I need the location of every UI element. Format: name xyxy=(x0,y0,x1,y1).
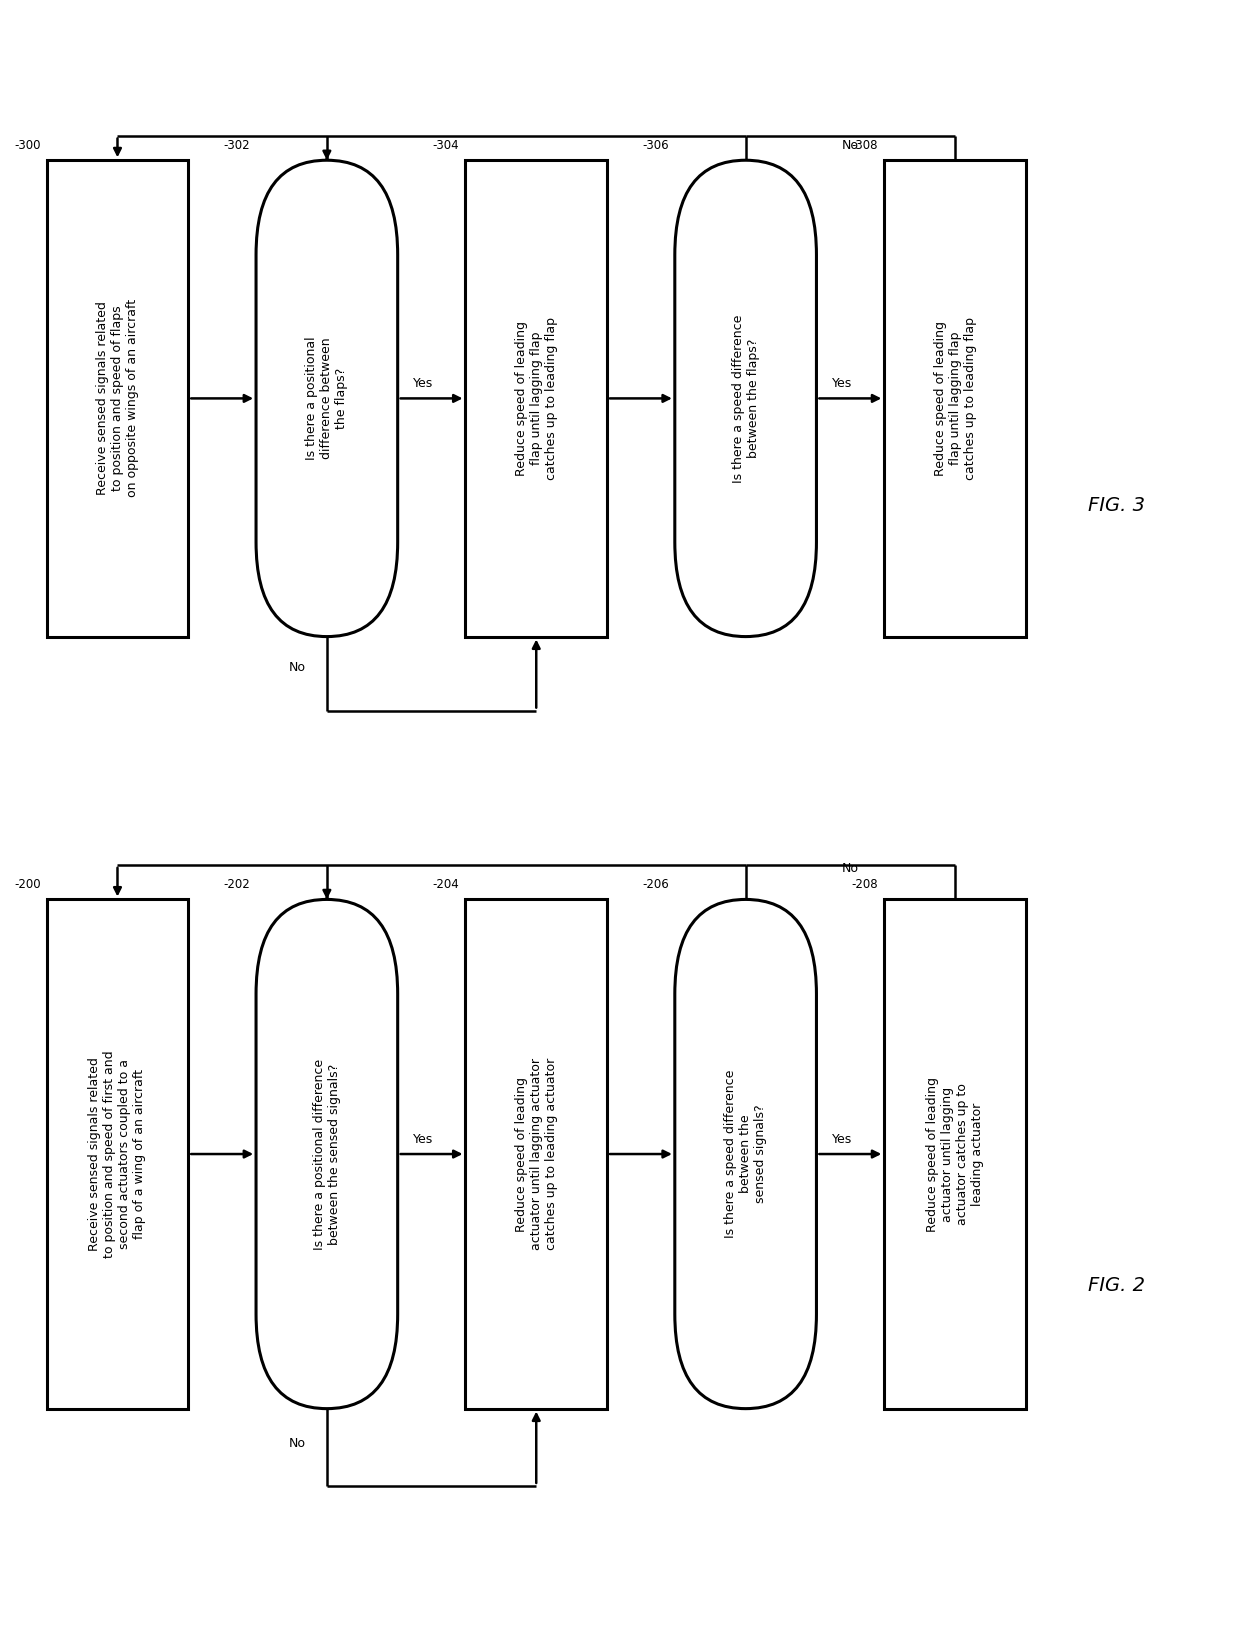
Text: Is there a positional difference
between the sensed signals?: Is there a positional difference between… xyxy=(312,1058,341,1250)
Text: No: No xyxy=(289,1436,306,1450)
Text: No: No xyxy=(842,139,858,152)
Text: -304: -304 xyxy=(433,139,459,152)
FancyBboxPatch shape xyxy=(47,900,188,1408)
Text: Reduce speed of leading
flap until lagging flap
catches up to leading flap: Reduce speed of leading flap until laggi… xyxy=(515,317,558,480)
FancyBboxPatch shape xyxy=(255,900,398,1408)
Text: -302: -302 xyxy=(223,139,250,152)
Text: -300: -300 xyxy=(14,139,41,152)
FancyBboxPatch shape xyxy=(884,160,1025,637)
Text: Receive sensed signals related
to position and speed of first and
second actuato: Receive sensed signals related to positi… xyxy=(88,1050,146,1258)
Text: Is there a positional
difference between
the flaps?: Is there a positional difference between… xyxy=(305,337,348,461)
FancyBboxPatch shape xyxy=(675,160,816,637)
Text: No: No xyxy=(842,862,858,875)
Text: -204: -204 xyxy=(433,878,459,892)
Text: -208: -208 xyxy=(852,878,878,892)
Text: Is there a speed difference
between the
sensed signals?: Is there a speed difference between the … xyxy=(724,1070,768,1238)
FancyBboxPatch shape xyxy=(255,160,398,637)
FancyBboxPatch shape xyxy=(465,160,608,637)
FancyBboxPatch shape xyxy=(465,900,608,1408)
FancyBboxPatch shape xyxy=(884,900,1025,1408)
Text: -200: -200 xyxy=(14,878,41,892)
Text: FIG. 2: FIG. 2 xyxy=(1087,1276,1145,1294)
Text: No: No xyxy=(289,662,306,674)
Text: Yes: Yes xyxy=(832,1133,852,1146)
Text: -308: -308 xyxy=(852,139,878,152)
Text: Yes: Yes xyxy=(413,1133,433,1146)
Text: Yes: Yes xyxy=(832,376,852,390)
FancyBboxPatch shape xyxy=(675,900,816,1408)
Text: Receive sensed signals related
to position and speed of flaps
on opposite wings : Receive sensed signals related to positi… xyxy=(95,299,139,497)
Text: Is there a speed difference
between the flaps?: Is there a speed difference between the … xyxy=(732,314,760,482)
Text: -202: -202 xyxy=(223,878,250,892)
Text: -206: -206 xyxy=(642,878,668,892)
Text: Reduce speed of leading
flap until lagging flap
catches up to leading flap: Reduce speed of leading flap until laggi… xyxy=(934,317,977,480)
Text: FIG. 3: FIG. 3 xyxy=(1087,495,1145,515)
Text: Reduce speed of leading
actuator until lagging
actuator catches up to
leading ac: Reduce speed of leading actuator until l… xyxy=(926,1076,985,1232)
Text: Reduce speed of leading
actuator until lagging actuator
catches up to leading ac: Reduce speed of leading actuator until l… xyxy=(515,1058,558,1250)
FancyBboxPatch shape xyxy=(47,160,188,637)
Text: -306: -306 xyxy=(642,139,668,152)
Text: Yes: Yes xyxy=(413,376,433,390)
